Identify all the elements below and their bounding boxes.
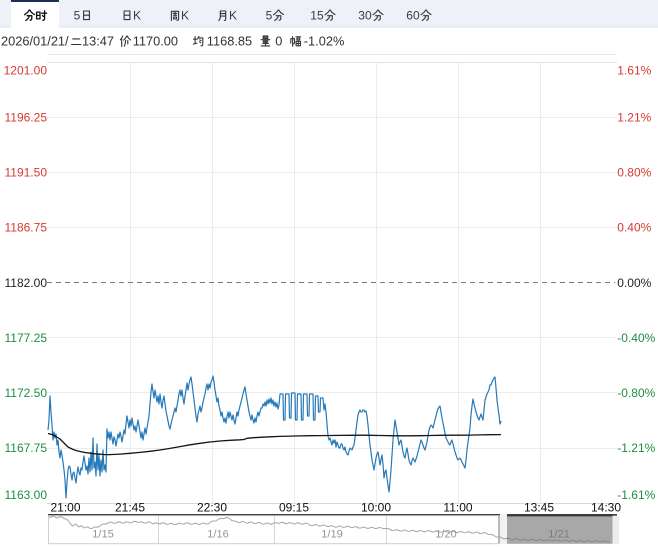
svg-text:K: K bbox=[133, 9, 141, 23]
svg-text:09:15: 09:15 bbox=[279, 501, 309, 515]
svg-text:K: K bbox=[229, 9, 237, 23]
svg-text:10:00: 10:00 bbox=[361, 501, 391, 515]
svg-text:1177.25: 1177.25 bbox=[5, 331, 48, 345]
svg-text:1182.00: 1182.00 bbox=[5, 276, 48, 290]
svg-text:1/21: 1/21 bbox=[548, 529, 569, 541]
svg-text:11:00: 11:00 bbox=[443, 501, 472, 515]
svg-text:60: 60 bbox=[406, 9, 420, 23]
svg-text:-1.02%: -1.02% bbox=[304, 34, 345, 49]
svg-text:5: 5 bbox=[266, 9, 273, 23]
svg-text:-0.80%: -0.80% bbox=[617, 386, 655, 400]
svg-text:14:30: 14:30 bbox=[591, 501, 621, 515]
svg-text:1196.25: 1196.25 bbox=[5, 110, 48, 124]
svg-text:5: 5 bbox=[74, 9, 81, 23]
svg-text:1/19: 1/19 bbox=[321, 529, 342, 541]
svg-text:1172.50: 1172.50 bbox=[5, 386, 48, 400]
svg-text:2026/01/21/: 2026/01/21/ bbox=[1, 34, 69, 49]
svg-text:1/16: 1/16 bbox=[207, 529, 228, 541]
svg-text:1167.75: 1167.75 bbox=[5, 441, 48, 455]
svg-text:1.61%: 1.61% bbox=[617, 63, 651, 77]
svg-text:21:00: 21:00 bbox=[50, 501, 80, 515]
svg-text:21:45: 21:45 bbox=[115, 501, 145, 515]
svg-text:1191.50: 1191.50 bbox=[5, 166, 48, 180]
svg-text:1.21%: 1.21% bbox=[617, 110, 651, 124]
svg-text:0.80%: 0.80% bbox=[617, 166, 651, 180]
svg-text:0.40%: 0.40% bbox=[617, 221, 651, 235]
svg-text:22:30: 22:30 bbox=[197, 501, 227, 515]
svg-text:1201.00: 1201.00 bbox=[4, 63, 48, 77]
svg-text:-1.21%: -1.21% bbox=[617, 441, 655, 455]
svg-text:1163.00: 1163.00 bbox=[5, 488, 48, 502]
svg-text:15: 15 bbox=[310, 9, 324, 23]
svg-text:13:47: 13:47 bbox=[82, 34, 114, 49]
svg-text:-1.61%: -1.61% bbox=[617, 488, 655, 502]
svg-text:1/15: 1/15 bbox=[92, 529, 113, 541]
svg-text:1/20: 1/20 bbox=[435, 529, 456, 541]
svg-text:0.00%: 0.00% bbox=[617, 276, 651, 290]
svg-text:-0.40%: -0.40% bbox=[617, 331, 655, 345]
svg-text:1186.75: 1186.75 bbox=[5, 221, 48, 235]
svg-text:K: K bbox=[181, 9, 189, 23]
svg-text:1168.85: 1168.85 bbox=[207, 34, 252, 49]
svg-text:0: 0 bbox=[275, 34, 282, 49]
svg-text:1170.00: 1170.00 bbox=[133, 34, 178, 49]
svg-text:30: 30 bbox=[358, 9, 372, 23]
svg-text:13:45: 13:45 bbox=[524, 501, 554, 515]
